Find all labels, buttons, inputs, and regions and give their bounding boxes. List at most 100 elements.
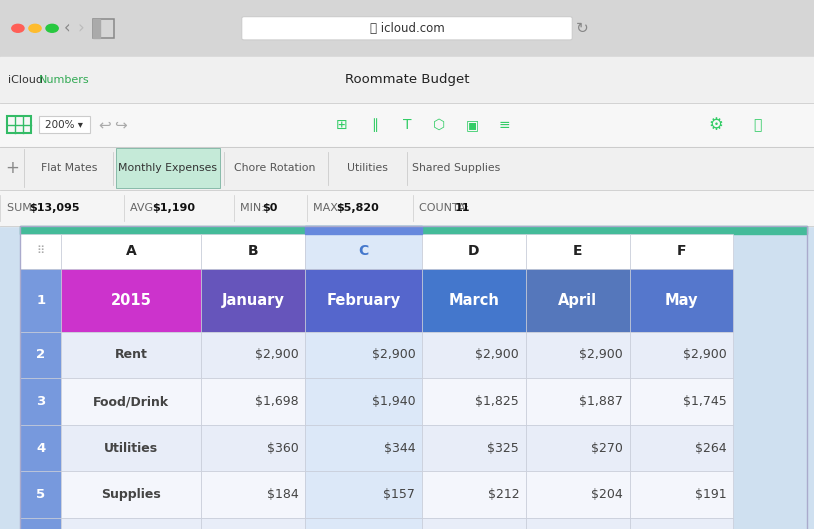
Bar <box>305 471 422 518</box>
Bar <box>20 518 61 529</box>
Bar <box>526 234 629 269</box>
Text: T: T <box>403 118 411 132</box>
Bar <box>422 425 526 471</box>
Bar <box>93 19 100 38</box>
Bar <box>0 57 814 103</box>
Text: $2,900: $2,900 <box>371 349 415 361</box>
Bar <box>20 269 61 332</box>
Text: MAX:: MAX: <box>313 203 345 213</box>
Bar <box>0 226 814 529</box>
Text: F: F <box>676 244 686 259</box>
Text: $2,900: $2,900 <box>475 349 519 361</box>
Text: $264: $264 <box>695 442 727 454</box>
Text: April: April <box>558 293 597 308</box>
Text: 🔒 icloud.com: 🔒 icloud.com <box>370 22 444 35</box>
Text: ⊞: ⊞ <box>336 118 348 132</box>
Text: MIN:: MIN: <box>240 203 269 213</box>
Bar <box>20 234 61 269</box>
Text: Supplies: Supplies <box>102 488 161 501</box>
Bar <box>61 471 201 518</box>
Text: E: E <box>573 244 582 259</box>
Text: C: C <box>358 244 369 259</box>
Bar <box>526 378 629 425</box>
Text: Flat Mates: Flat Mates <box>42 163 98 173</box>
Bar <box>0 147 814 190</box>
Text: $2,900: $2,900 <box>580 349 623 361</box>
Bar <box>20 332 61 378</box>
Bar <box>526 471 629 518</box>
Circle shape <box>46 24 59 32</box>
Bar <box>61 332 201 378</box>
Text: Food/Drink: Food/Drink <box>94 395 169 408</box>
Text: Roommate Budget: Roommate Budget <box>345 74 469 86</box>
Text: Chore Rotation: Chore Rotation <box>234 163 316 173</box>
Bar <box>305 226 422 234</box>
Bar <box>201 269 305 332</box>
Bar <box>201 518 305 529</box>
Bar <box>526 332 629 378</box>
Bar <box>305 234 422 269</box>
Circle shape <box>11 24 24 32</box>
Bar <box>93 19 114 38</box>
Text: $2,900: $2,900 <box>255 349 299 361</box>
Text: 4: 4 <box>36 442 46 454</box>
Bar <box>0 103 814 147</box>
Text: $0: $0 <box>262 203 278 213</box>
Bar <box>422 332 526 378</box>
Text: $1,940: $1,940 <box>372 395 415 408</box>
Bar <box>201 425 305 471</box>
Bar <box>201 234 305 269</box>
Text: AVG:: AVG: <box>130 203 160 213</box>
Text: $191: $191 <box>695 488 727 501</box>
Text: ⚙: ⚙ <box>709 116 724 134</box>
Text: $270: $270 <box>591 442 623 454</box>
Text: 🔧: 🔧 <box>753 118 761 132</box>
Bar <box>629 332 733 378</box>
Bar <box>39 116 90 133</box>
Text: +: + <box>5 159 20 177</box>
Text: 1: 1 <box>37 294 46 307</box>
Bar <box>305 332 422 378</box>
Text: ▣: ▣ <box>466 118 479 132</box>
Text: March: March <box>449 293 499 308</box>
Bar <box>61 269 201 332</box>
Bar <box>629 269 733 332</box>
Text: ↪: ↪ <box>114 117 127 132</box>
Bar <box>305 378 422 425</box>
Text: $212: $212 <box>488 488 519 501</box>
Text: COUNTA:: COUNTA: <box>419 203 473 213</box>
FancyBboxPatch shape <box>242 16 572 40</box>
Bar <box>0 190 814 226</box>
Text: $360: $360 <box>267 442 299 454</box>
Bar <box>422 234 526 269</box>
Text: Shared Supplies: Shared Supplies <box>412 163 501 173</box>
Bar <box>526 425 629 471</box>
Text: $184: $184 <box>267 488 299 501</box>
Bar <box>61 425 201 471</box>
Text: SUM:: SUM: <box>7 203 38 213</box>
Text: February: February <box>326 293 400 308</box>
Text: January: January <box>222 293 285 308</box>
Text: $5,820: $5,820 <box>335 203 379 213</box>
Bar <box>201 332 305 378</box>
Bar <box>422 471 526 518</box>
Text: ≡: ≡ <box>499 118 510 132</box>
Bar <box>201 378 305 425</box>
Text: $157: $157 <box>383 488 415 501</box>
Text: May: May <box>665 293 698 308</box>
Text: $1,745: $1,745 <box>683 395 727 408</box>
Bar <box>629 518 733 529</box>
Bar <box>20 226 807 234</box>
Bar <box>61 378 201 425</box>
Text: $204: $204 <box>591 488 623 501</box>
Text: D: D <box>468 244 479 259</box>
Bar <box>7 116 31 133</box>
Bar <box>422 378 526 425</box>
Text: Numbers: Numbers <box>39 75 90 85</box>
Bar <box>422 518 526 529</box>
Bar <box>526 269 629 332</box>
Text: ⠿: ⠿ <box>37 247 45 257</box>
Text: $1,190: $1,190 <box>153 203 195 213</box>
Text: Utilities: Utilities <box>347 163 387 173</box>
Text: $344: $344 <box>383 442 415 454</box>
